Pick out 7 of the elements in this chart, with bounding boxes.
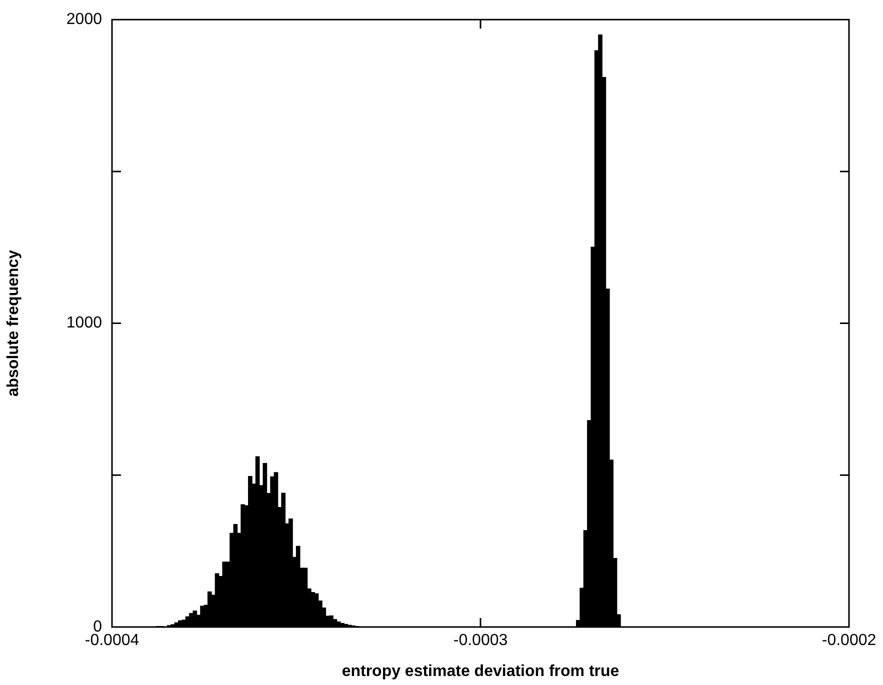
- y-tick-label: 1000: [66, 314, 102, 332]
- x-tick-label: -0.0002: [822, 632, 876, 650]
- y-tick-label: 2000: [66, 11, 102, 28]
- x-tick-label: -0.0003: [453, 632, 508, 650]
- x-axis-title: entropy estimate deviation from true: [342, 662, 620, 680]
- y-axis-title: absolute frequency: [5, 250, 22, 397]
- x-tick-label: -0.0004: [84, 632, 140, 650]
